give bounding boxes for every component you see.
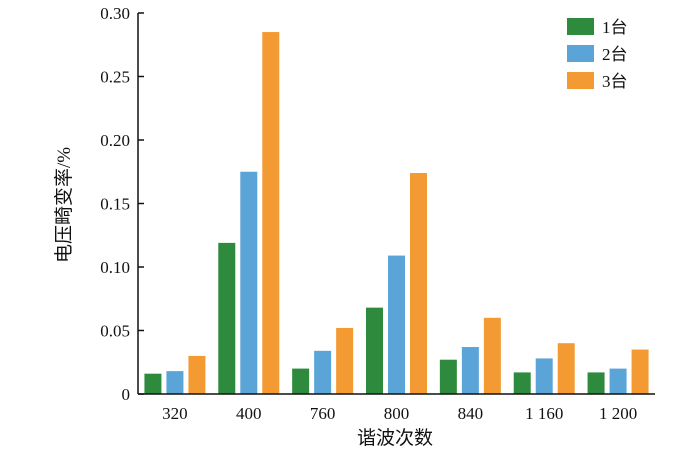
bar-3台-760 bbox=[336, 327, 354, 394]
x-tick-label: 1 200 bbox=[599, 404, 637, 423]
bar-3台-320 bbox=[188, 355, 206, 394]
bar-3台-1 160 bbox=[557, 343, 575, 394]
y-tick-label: 0.20 bbox=[100, 131, 130, 150]
bar-2台-320 bbox=[166, 371, 184, 394]
legend-label: 2台 bbox=[602, 45, 628, 64]
x-tick-label: 320 bbox=[162, 404, 188, 423]
legend-label: 3台 bbox=[602, 72, 628, 91]
y-tick-label: 0 bbox=[122, 385, 131, 404]
y-tick-label: 0.10 bbox=[100, 258, 130, 277]
legend-label: 1台 bbox=[602, 18, 628, 37]
bars-group bbox=[144, 32, 649, 395]
x-tick-label: 800 bbox=[384, 404, 410, 423]
bar-1台-400 bbox=[218, 242, 236, 394]
x-axis-title: 谐波次数 bbox=[357, 427, 433, 449]
bar-2台-800 bbox=[388, 255, 405, 394]
x-tick-label: 400 bbox=[236, 404, 262, 423]
y-tick-label: 0.15 bbox=[100, 195, 130, 214]
x-tick-label: 840 bbox=[458, 404, 484, 423]
legend: 1台 2台 3台 bbox=[567, 18, 628, 91]
bar-2台-400 bbox=[240, 171, 258, 394]
y-tick-label: 0.30 bbox=[100, 4, 130, 23]
legend-swatch bbox=[567, 72, 594, 89]
bar-1台-1 160 bbox=[513, 372, 531, 394]
y-tick-label: 0.25 bbox=[100, 68, 130, 87]
bar-2台-1 200 bbox=[609, 368, 627, 394]
x-tick-label: 1 160 bbox=[525, 404, 563, 423]
bar-2台-840 bbox=[461, 347, 479, 394]
bar-3台-400 bbox=[262, 32, 280, 395]
axes-group: 0 0.05 0.10 0.15 0.20 0.25 0.30 320 400 760 800 840… bbox=[100, 4, 655, 423]
bar-3台-840 bbox=[483, 317, 501, 394]
bar-1台-1 200 bbox=[587, 372, 605, 394]
legend-swatch bbox=[567, 45, 594, 62]
bar-2台-760 bbox=[314, 350, 332, 394]
bar-1台-840 bbox=[439, 359, 457, 394]
x-tick-label: 760 bbox=[310, 404, 336, 423]
y-tick-label: 0.05 bbox=[100, 322, 130, 341]
legend-swatch bbox=[567, 18, 594, 35]
bar-1台-800 bbox=[366, 307, 383, 394]
bar-3台-1 200 bbox=[631, 349, 649, 394]
y-axis-title: 电压畸变率/% bbox=[53, 147, 75, 263]
bar-1台-760 bbox=[292, 368, 310, 394]
bar-2台-1 160 bbox=[535, 358, 553, 394]
bar-1台-320 bbox=[144, 373, 162, 394]
bar-3台-800 bbox=[410, 173, 427, 394]
